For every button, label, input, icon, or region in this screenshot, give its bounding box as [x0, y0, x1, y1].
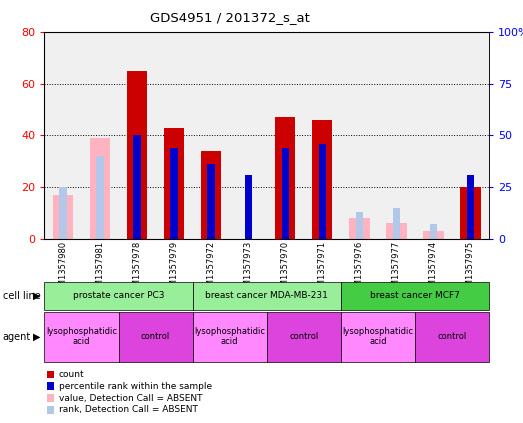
- Bar: [133, 135, 141, 239]
- Bar: [312, 120, 333, 239]
- Bar: [275, 117, 295, 239]
- Text: cell line: cell line: [3, 291, 40, 301]
- Text: agent: agent: [3, 332, 31, 342]
- Bar: [393, 208, 400, 239]
- Text: breast cancer MDA-MB-231: breast cancer MDA-MB-231: [206, 291, 328, 300]
- Bar: [53, 195, 73, 239]
- Bar: [423, 231, 444, 239]
- Text: control: control: [289, 332, 319, 341]
- Bar: [386, 223, 406, 239]
- Bar: [460, 187, 481, 239]
- Text: value, Detection Call = ABSENT: value, Detection Call = ABSENT: [59, 393, 202, 403]
- Text: prostate cancer PC3: prostate cancer PC3: [73, 291, 164, 300]
- Bar: [59, 187, 67, 239]
- Text: lysophosphatidic
acid: lysophosphatidic acid: [46, 327, 117, 346]
- Bar: [208, 165, 215, 239]
- Bar: [281, 148, 289, 239]
- Bar: [356, 212, 363, 239]
- Text: percentile rank within the sample: percentile rank within the sample: [59, 382, 212, 391]
- Bar: [170, 148, 178, 239]
- Bar: [467, 175, 474, 239]
- Text: control: control: [141, 332, 170, 341]
- Text: lysophosphatidic
acid: lysophosphatidic acid: [194, 327, 265, 346]
- Text: count: count: [59, 370, 84, 379]
- Text: lysophosphatidic
acid: lysophosphatidic acid: [343, 327, 413, 346]
- Bar: [430, 225, 437, 239]
- Bar: [90, 138, 110, 239]
- Text: breast cancer MCF7: breast cancer MCF7: [370, 291, 460, 300]
- Text: GDS4951 / 201372_s_at: GDS4951 / 201372_s_at: [150, 11, 310, 24]
- Text: control: control: [437, 332, 467, 341]
- Bar: [244, 175, 252, 239]
- Text: rank, Detection Call = ABSENT: rank, Detection Call = ABSENT: [59, 405, 198, 415]
- Bar: [201, 151, 221, 239]
- Text: ▶: ▶: [33, 332, 40, 342]
- Bar: [349, 218, 370, 239]
- Bar: [127, 71, 147, 239]
- Bar: [164, 128, 184, 239]
- Text: ▶: ▶: [33, 291, 40, 301]
- Bar: [319, 144, 326, 239]
- Bar: [96, 156, 104, 239]
